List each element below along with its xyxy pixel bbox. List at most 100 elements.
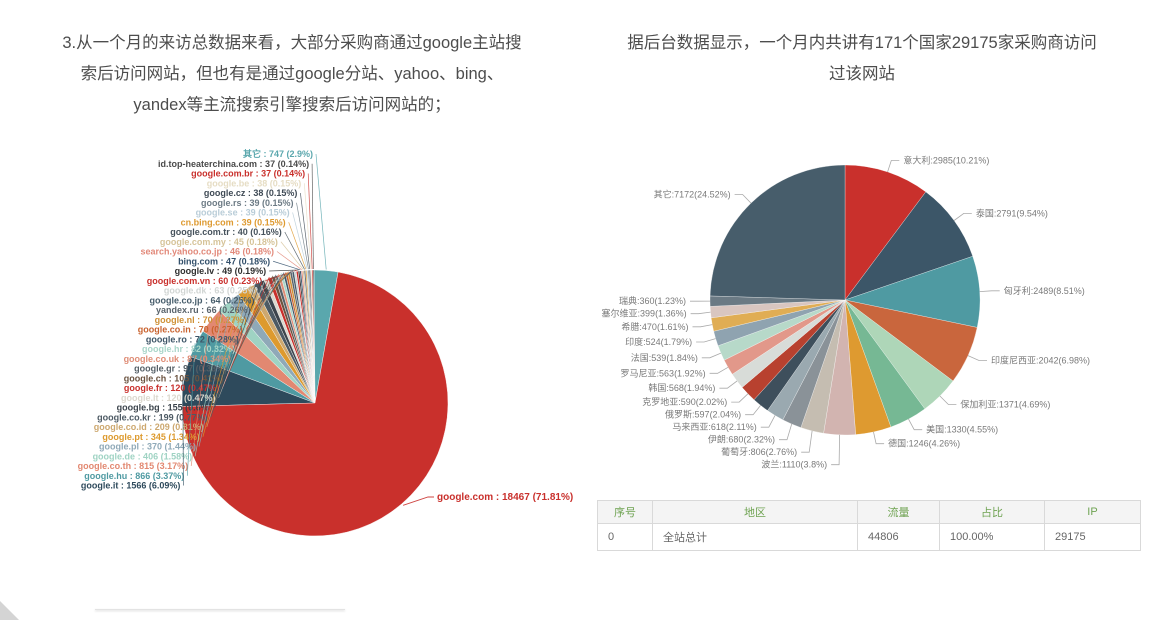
label-connector-line bbox=[801, 430, 813, 453]
label-connector-line bbox=[303, 183, 312, 270]
corner-decoration bbox=[0, 601, 19, 620]
label-connector-line bbox=[760, 415, 776, 428]
label-connector-line bbox=[253, 270, 291, 311]
label-connector-line bbox=[692, 324, 713, 328]
slice-label: google.fr : 120 (0.47%) bbox=[124, 383, 220, 393]
slice-label: google.bg : 155 (0.6%) bbox=[117, 403, 212, 413]
slice-label: 德国:1246(4.26%) bbox=[888, 438, 960, 449]
slice-label: 韩国:568(1.94%) bbox=[648, 382, 715, 393]
pie-slice[interactable] bbox=[844, 164, 926, 301]
label-connector-line bbox=[939, 395, 957, 405]
slice-label: google.com.br : 37 (0.14%) bbox=[191, 169, 305, 179]
table-cell: 29175 bbox=[1044, 523, 1141, 551]
slice-label: google.cz : 38 (0.15%) bbox=[204, 188, 298, 198]
label-connector-line bbox=[719, 380, 738, 389]
table-cell: 44806 bbox=[857, 523, 940, 551]
label-connector-line bbox=[967, 355, 987, 361]
slice-label: google.co.id : 209 (0.81%) bbox=[94, 422, 204, 432]
label-connector-line bbox=[269, 269, 299, 272]
slice-label: 法国:539(1.84%) bbox=[631, 352, 698, 363]
table-cell: 0 bbox=[597, 523, 653, 551]
slice-label: google.gr : 97 (0.38%) bbox=[134, 364, 227, 374]
label-connector-line bbox=[307, 173, 313, 270]
slice-label: google.de : 406 (1.58%) bbox=[93, 451, 193, 461]
label-connector-line bbox=[186, 343, 196, 476]
table-header-cell: 序号 bbox=[597, 500, 653, 524]
slice-label: search.yahoo.co.jp : 46 (0.18%) bbox=[140, 247, 274, 257]
slice-label: 保加利亚:1371(4.69%) bbox=[960, 398, 1050, 409]
label-connector-line bbox=[214, 280, 262, 408]
slice-label: google.co.th : 815 (3.17%) bbox=[78, 461, 189, 471]
slice-label: 葡萄牙:806(2.76%) bbox=[721, 446, 797, 457]
slice-label: 波兰:1110(3.8%) bbox=[761, 459, 827, 470]
label-connector-line bbox=[288, 222, 307, 270]
slice-label: google.lv : 49 (0.19%) bbox=[175, 266, 267, 276]
label-connector-line bbox=[873, 431, 885, 445]
slice-label: 其它 : 747 (2.9%) bbox=[243, 148, 313, 159]
table-row: 0 全站总计 44806 100.00% 29175 bbox=[597, 523, 1141, 551]
slice-label: google.co.jp : 64 (0.25%) bbox=[149, 295, 254, 305]
label-connector-line bbox=[696, 338, 716, 343]
label-connector-line bbox=[202, 290, 243, 437]
label-connector-line bbox=[731, 393, 749, 403]
slice-label: 匈牙利:2489(8.51%) bbox=[1004, 285, 1085, 296]
label-connector-line bbox=[701, 352, 722, 359]
slice-label: google.se : 39 (0.15%) bbox=[196, 208, 290, 218]
slice-label: google.hr : 82 (0.32%) bbox=[142, 344, 235, 354]
label-connector-line bbox=[194, 305, 224, 457]
label-connector-line bbox=[210, 282, 257, 418]
label-connector-line bbox=[296, 202, 309, 270]
slice-label: 印度:524(1.79%) bbox=[625, 336, 692, 347]
slice-label: 意大利:2985(10.21%) bbox=[903, 154, 989, 165]
label-connector-line bbox=[300, 192, 311, 270]
label-connector-line bbox=[311, 163, 314, 270]
slice-label: google.com : 18467 (71.81%) bbox=[437, 492, 573, 503]
slice-label: google.hu : 866 (3.37%) bbox=[84, 471, 184, 481]
table-header-row: 序号 地区 流量 占比 IP bbox=[597, 500, 1141, 524]
slice-label: google.com.my : 45 (0.18%) bbox=[160, 237, 278, 247]
table-cell: 全站总计 bbox=[652, 523, 858, 551]
slice-label: 罗马尼亚:563(1.92%) bbox=[621, 368, 706, 378]
slice-label: 泰国:2791(9.54%) bbox=[976, 207, 1048, 218]
slice-label: bing.com : 47 (0.18%) bbox=[178, 256, 270, 266]
pie-slice[interactable] bbox=[844, 191, 973, 301]
slice-label: google.pt : 345 (1.34%) bbox=[102, 432, 200, 442]
slice-label: 俄罗斯:597(2.04%) bbox=[665, 409, 741, 420]
pie-slice[interactable] bbox=[709, 164, 846, 301]
slice-label: yandex.ru : 66 (0.26%) bbox=[156, 305, 251, 315]
slice-label: google.com.vn : 60 (0.23%) bbox=[147, 276, 263, 286]
slice-label: google.be : 38 (0.15%) bbox=[207, 178, 302, 188]
table-header-cell: 流量 bbox=[857, 500, 940, 524]
label-connector-line bbox=[779, 423, 793, 441]
slice-label: 伊朗:680(2.32%) bbox=[708, 434, 775, 445]
visitor-countries-pie-chart[interactable]: 意大利:2985(10.21%) 泰国:2791(9.54%) 匈牙利:2489(8… bbox=[580, 120, 1150, 500]
search-sources-pie-chart[interactable]: 其它 : 747 (2.9%)id.top-heaterchina.com : … bbox=[0, 140, 600, 540]
slice-label: google.ch : 105 (0.41%) bbox=[124, 373, 224, 383]
slice-label: 其它:7172(24.52%) bbox=[654, 188, 731, 199]
slice-label: google.co.kr : 199 (0.77%) bbox=[97, 412, 208, 422]
label-connector-line bbox=[182, 380, 184, 486]
label-connector-line bbox=[257, 270, 294, 301]
label-connector-line bbox=[709, 366, 729, 374]
label-connector-line bbox=[315, 153, 327, 270]
slice-label: google.lt : 120 (0.47%) bbox=[121, 393, 216, 403]
label-connector-line bbox=[887, 160, 900, 173]
label-connector-line bbox=[222, 276, 270, 389]
slice-label: google.co.uk : 87 (0.34%) bbox=[124, 354, 232, 364]
slice-label: google.pl : 370 (1.44%) bbox=[99, 442, 196, 452]
slice-label: google.ro : 72 (0.28%) bbox=[146, 334, 239, 344]
label-connector-line bbox=[280, 241, 304, 270]
label-connector-line bbox=[745, 405, 761, 416]
label-connector-line bbox=[953, 213, 972, 221]
pie-slice[interactable] bbox=[181, 271, 449, 537]
label-connector-line bbox=[272, 260, 301, 271]
label-connector-line bbox=[402, 496, 434, 506]
slice-label: 瑞典:360(1.23%) bbox=[619, 295, 686, 306]
table-header-cell: 地区 bbox=[652, 500, 858, 524]
traffic-summary-table: 序号 地区 流量 占比 IP 0 全站总计 44806 100.00% 29175 bbox=[597, 500, 1141, 551]
label-connector-line bbox=[276, 251, 302, 270]
slice-label: 马来西亚:618(2.11%) bbox=[672, 422, 756, 432]
label-connector-line bbox=[292, 212, 308, 270]
slice-label: 克罗地亚:590(2.02%) bbox=[642, 396, 727, 407]
